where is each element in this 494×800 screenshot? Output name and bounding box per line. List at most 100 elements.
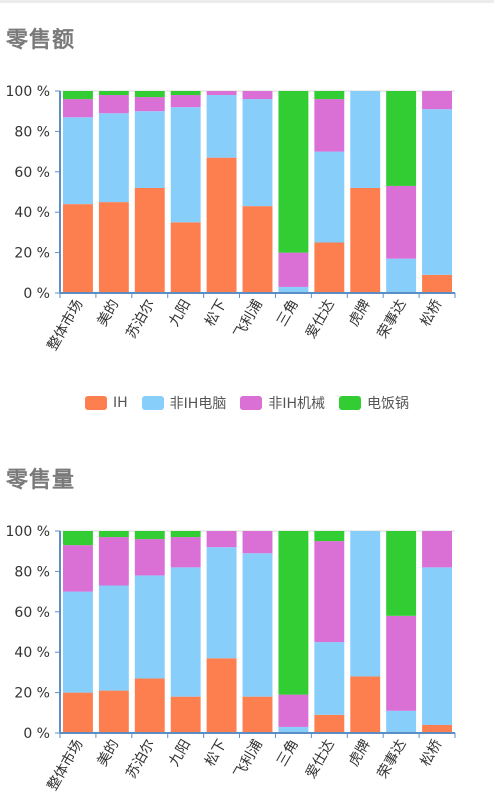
bar-segment-ih[interactable]: [63, 692, 93, 733]
bar-segment-non-ih-mech[interactable]: [170, 537, 201, 568]
y-tick-label: 80 %: [14, 564, 50, 580]
bar-segment-ih[interactable]: [98, 690, 129, 733]
bar-segment-ih[interactable]: [134, 678, 165, 733]
legend-item-non-ih-pc[interactable]: 非IH电脑: [141, 393, 227, 413]
bar-segment-ih[interactable]: [170, 222, 201, 293]
bar-segment-non-ih-mech[interactable]: [98, 537, 129, 586]
bar-segment-rice-cooker[interactable]: [134, 91, 165, 98]
bar-segment-ih[interactable]: [98, 202, 129, 293]
bar-segment-ih[interactable]: [422, 274, 452, 293]
bar-segment-non-ih-mech[interactable]: [278, 694, 309, 727]
bar-segment-non-ih-pc[interactable]: [386, 258, 417, 293]
bar-segment-ih[interactable]: [350, 187, 381, 293]
x-tick-label: 荣事达: [375, 737, 410, 781]
bar-segment-non-ih-pc[interactable]: [314, 151, 345, 243]
bar-segment-non-ih-mech[interactable]: [206, 91, 237, 96]
bar-segment-non-ih-mech[interactable]: [98, 95, 129, 114]
top-divider: [0, 0, 494, 3]
x-tick-label: 整体市场: [44, 737, 87, 794]
bar-segment-non-ih-pc[interactable]: [314, 642, 345, 715]
legend-swatch-ih: [85, 396, 108, 410]
bar-segment-rice-cooker[interactable]: [314, 91, 345, 100]
bar-segment-ih[interactable]: [242, 696, 273, 733]
x-tick-label: 美的: [94, 737, 122, 769]
x-tick-label: 爱仕达: [303, 737, 338, 781]
bar-segment-rice-cooker[interactable]: [386, 91, 417, 186]
bar-segment-rice-cooker[interactable]: [314, 531, 345, 542]
bar-segment-non-ih-mech[interactable]: [134, 97, 165, 112]
bar-segment-non-ih-mech[interactable]: [206, 531, 237, 548]
bar-segment-non-ih-pc[interactable]: [98, 113, 129, 203]
bar-segment-non-ih-mech[interactable]: [314, 541, 345, 643]
bar-segment-rice-cooker[interactable]: [170, 91, 201, 96]
bar-segment-ih[interactable]: [63, 204, 93, 293]
bar-segment-non-ih-mech[interactable]: [242, 531, 273, 554]
bar-segment-non-ih-mech[interactable]: [422, 531, 452, 568]
retail-volume-chart: 0 % 20 % 40 % 60 % 80 % 100 % 整体市场 美的 苏泊尔 九阳 松下 飞利浦…: [6, 524, 456, 794]
bar-segment-non-ih-pc[interactable]: [134, 575, 165, 679]
bar-segment-non-ih-mech[interactable]: [170, 95, 201, 108]
bar-segment-ih[interactable]: [206, 658, 237, 733]
bar-segment-rice-cooker[interactable]: [278, 531, 309, 695]
legend-label-non-ih-pc: 非IH电脑: [169, 396, 227, 412]
bar-segment-non-ih-mech[interactable]: [278, 252, 309, 287]
bar-segment-non-ih-pc[interactable]: [278, 726, 309, 733]
bar-segment-rice-cooker[interactable]: [386, 531, 417, 616]
bar-segment-non-ih-mech[interactable]: [314, 99, 345, 152]
bar-segment-ih[interactable]: [134, 187, 165, 293]
bar-segment-rice-cooker[interactable]: [63, 531, 93, 546]
bar-segment-non-ih-pc[interactable]: [386, 710, 417, 733]
bar-segment-ih[interactable]: [314, 242, 345, 294]
bar-segment-ih[interactable]: [350, 676, 381, 733]
x-tick-label: 苏泊尔: [123, 737, 158, 781]
bar-segment-rice-cooker[interactable]: [170, 531, 201, 538]
bar-segment-non-ih-pc[interactable]: [422, 567, 452, 725]
bar-segment-non-ih-mech[interactable]: [242, 91, 273, 100]
legend-swatch-non-ih-mech: [240, 396, 263, 410]
bar-segment-non-ih-pc[interactable]: [170, 567, 201, 697]
x-tick-label: 美的: [94, 297, 122, 329]
bar-segment-ih[interactable]: [170, 696, 201, 733]
bar-segment-non-ih-pc[interactable]: [350, 531, 381, 677]
bar-segment-rice-cooker[interactable]: [278, 91, 309, 253]
legend-item-non-ih-mech[interactable]: 非IH机械: [240, 393, 325, 413]
bar-segment-non-ih-pc[interactable]: [98, 585, 129, 691]
bar-segment-non-ih-pc[interactable]: [170, 107, 201, 223]
bar-segment-non-ih-pc[interactable]: [63, 591, 93, 693]
bar-segment-ih[interactable]: [242, 206, 273, 293]
bar-segment-non-ih-pc[interactable]: [278, 286, 309, 293]
legend-item-ih[interactable]: IH: [85, 395, 128, 411]
y-tick-label: 60 %: [14, 605, 50, 621]
y-tick-label: 100 %: [6, 524, 50, 540]
bar-segment-ih[interactable]: [422, 724, 452, 733]
bar-segment-rice-cooker[interactable]: [98, 531, 129, 538]
bar-segment-non-ih-pc[interactable]: [350, 91, 381, 188]
x-tick-label: 松桥: [418, 297, 446, 329]
bar-segment-non-ih-pc[interactable]: [242, 553, 273, 697]
bar-segment-non-ih-pc[interactable]: [242, 99, 273, 207]
bar-segment-non-ih-mech[interactable]: [386, 615, 417, 711]
bar-segment-non-ih-mech[interactable]: [63, 545, 93, 592]
bar-segment-non-ih-mech[interactable]: [134, 539, 165, 576]
x-tick-label: 虎牌: [345, 297, 374, 330]
y-tick-label: 20 %: [14, 246, 50, 262]
bar-segment-non-ih-mech[interactable]: [422, 91, 452, 110]
bar-segment-ih[interactable]: [314, 714, 345, 733]
bar-segment-non-ih-pc[interactable]: [206, 547, 237, 659]
legend-item-rice-cooker[interactable]: 电饭锅: [338, 393, 409, 413]
bar-segment-non-ih-pc[interactable]: [63, 117, 93, 205]
retail-sales-section: 零售额 0 % 20 % 40 % 60 % 80 % 100 % 整体市场 美的 苏泊尔 九阳松…: [6, 28, 456, 353]
legend-swatch-non-ih-pc: [141, 396, 164, 410]
bar-segment-non-ih-mech[interactable]: [386, 185, 417, 259]
x-tick-label: 松下: [202, 297, 230, 329]
bar-segment-non-ih-mech[interactable]: [63, 99, 93, 118]
y-tick-label: 40 %: [14, 205, 50, 221]
bar-segment-non-ih-pc[interactable]: [134, 111, 165, 188]
bar-segment-ih[interactable]: [206, 157, 237, 293]
bar-segment-non-ih-pc[interactable]: [422, 109, 452, 275]
retail-sales-chart: 0 % 20 % 40 % 60 % 80 % 100 % 整体市场 美的 苏泊尔 九阳 松下 飞利浦…: [6, 84, 456, 353]
bar-segment-rice-cooker[interactable]: [98, 91, 129, 96]
bar-segment-rice-cooker[interactable]: [134, 531, 165, 540]
bar-segment-rice-cooker[interactable]: [63, 91, 93, 100]
bar-segment-non-ih-pc[interactable]: [206, 95, 237, 158]
